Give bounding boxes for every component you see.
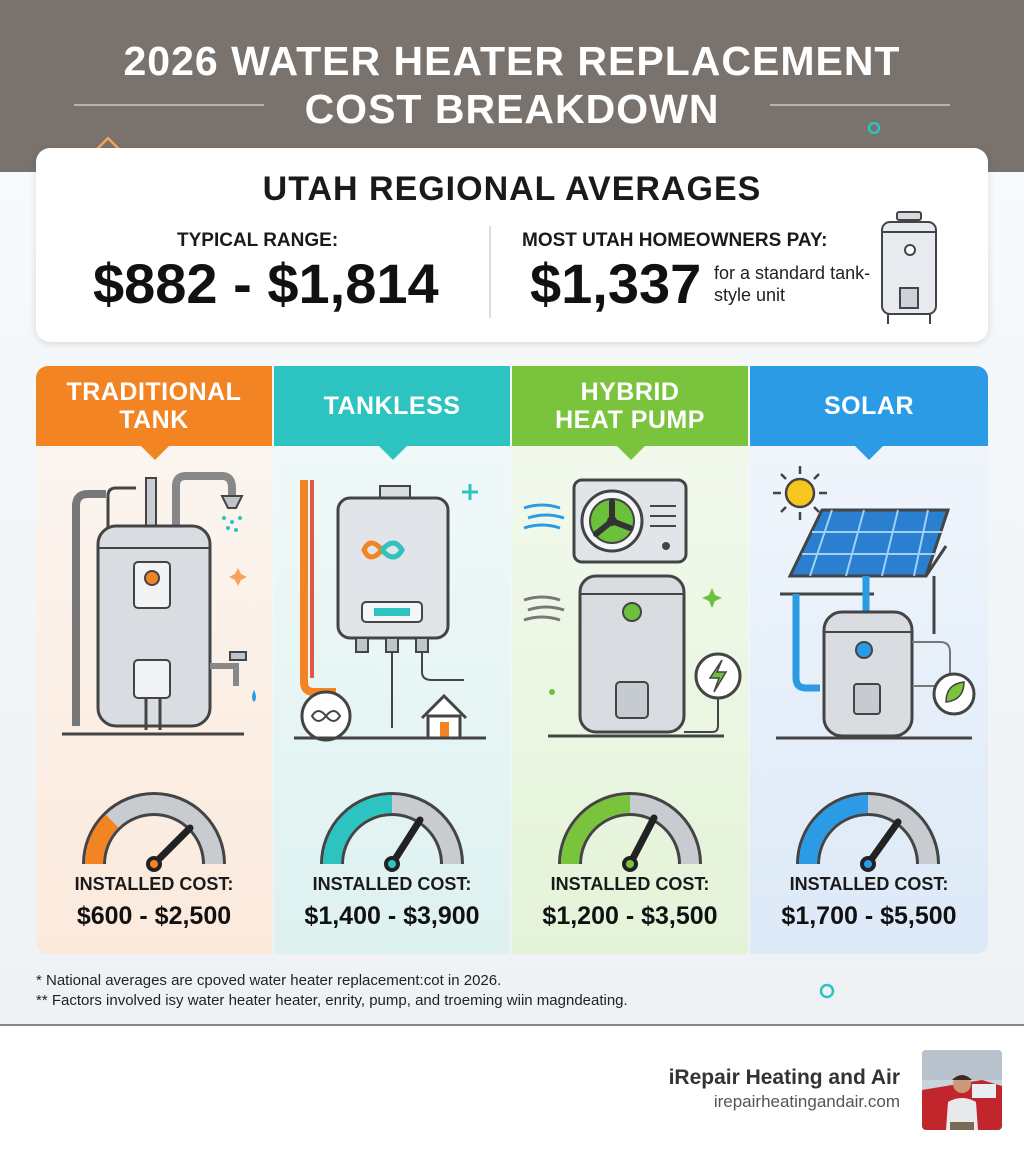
installed-cost-value: $1,200 - $3,500 bbox=[542, 902, 718, 930]
technician-photo bbox=[922, 1050, 1002, 1130]
typical-note: for a standard tank-style unit bbox=[714, 263, 871, 305]
summary-card: UTAH REGIONAL AVERAGES TYPICAL RANGE: $8… bbox=[36, 148, 988, 342]
panel-solar: SOLAR INSTALLED COST: $1,700 - $5,50 bbox=[750, 366, 988, 954]
footer: iRepair Heating and Air irepairheatingan… bbox=[0, 1026, 1024, 1154]
cost-gauge bbox=[82, 792, 226, 872]
solar-heater-icon bbox=[773, 466, 976, 740]
water-heater-tank-icon bbox=[62, 472, 256, 736]
panel-header bbox=[274, 366, 510, 446]
installed-cost-label: INSTALLED COST: bbox=[789, 874, 949, 894]
circle-sparkle-icon bbox=[867, 121, 881, 135]
footer-divider bbox=[0, 1024, 1024, 1026]
typical-label: MOST UTAH HOMEOWNERS PAY: bbox=[522, 230, 828, 251]
header-banner bbox=[0, 0, 1024, 172]
title-divider-left bbox=[74, 104, 264, 106]
title-divider-right bbox=[770, 104, 950, 106]
installed-cost-label: INSTALLED COST: bbox=[550, 874, 710, 894]
panel-title: HYBRID HEAT PUMP bbox=[555, 378, 705, 434]
range-value: $882 - $1,814 bbox=[93, 252, 439, 315]
page-title-line1: 2026 WATER HEATER REPLACEMENT bbox=[123, 38, 901, 84]
circle-sparkle-icon-2 bbox=[819, 983, 835, 999]
installed-cost-label: INSTALLED COST: bbox=[312, 874, 472, 894]
tankless-heater-icon bbox=[294, 480, 486, 742]
company-name: iRepair Heating and Air bbox=[668, 1066, 900, 1089]
panel-notch bbox=[141, 446, 169, 460]
panel-tankless: TANKLESS INSTALLED COST: $1,400 - $3,900 bbox=[274, 366, 510, 954]
cost-gauge bbox=[796, 792, 940, 872]
panel-header bbox=[512, 366, 748, 446]
footnote-1: * National averages are cpoved water hea… bbox=[36, 972, 502, 989]
panel-notch bbox=[617, 446, 645, 460]
page-title-line2: COST BREAKDOWN bbox=[304, 86, 720, 132]
installed-cost-value: $600 - $2,500 bbox=[76, 902, 232, 930]
summary-divider bbox=[489, 226, 491, 318]
panel-traditional-tank: TRADITIONAL TANK INSTALLED COST: $600 - … bbox=[36, 366, 272, 954]
panel-header bbox=[750, 366, 988, 446]
company-website[interactable]: irepairheatingandair.com bbox=[713, 1092, 900, 1111]
water-tank-icon bbox=[881, 211, 937, 324]
typical-value: $1,337 bbox=[530, 252, 702, 315]
panel-title: TRADITIONAL TANK bbox=[66, 378, 242, 434]
cost-gauge bbox=[558, 792, 702, 872]
panel-title: TANKLESS bbox=[323, 392, 461, 420]
heat-pump-icon bbox=[523, 478, 742, 738]
panel-hybrid-heat-pump: HYBRID HEAT PUMP INSTALLED COST: $1,200 … bbox=[512, 366, 748, 954]
footnote-2: ** Factors involved isy water heater hea… bbox=[36, 992, 628, 1009]
panel-notch bbox=[855, 446, 883, 460]
installed-cost-value: $1,400 - $3,900 bbox=[304, 902, 480, 930]
panel-header bbox=[36, 366, 272, 446]
installed-cost-label: INSTALLED COST: bbox=[74, 874, 234, 894]
panel-notch bbox=[379, 446, 407, 460]
range-label: TYPICAL RANGE: bbox=[177, 230, 339, 251]
installed-cost-value: $1,700 - $5,500 bbox=[781, 902, 957, 930]
panel-title: SOLAR bbox=[824, 392, 914, 420]
cost-gauge bbox=[320, 792, 464, 872]
summary-heading: UTAH REGIONAL AVERAGES bbox=[262, 170, 762, 208]
